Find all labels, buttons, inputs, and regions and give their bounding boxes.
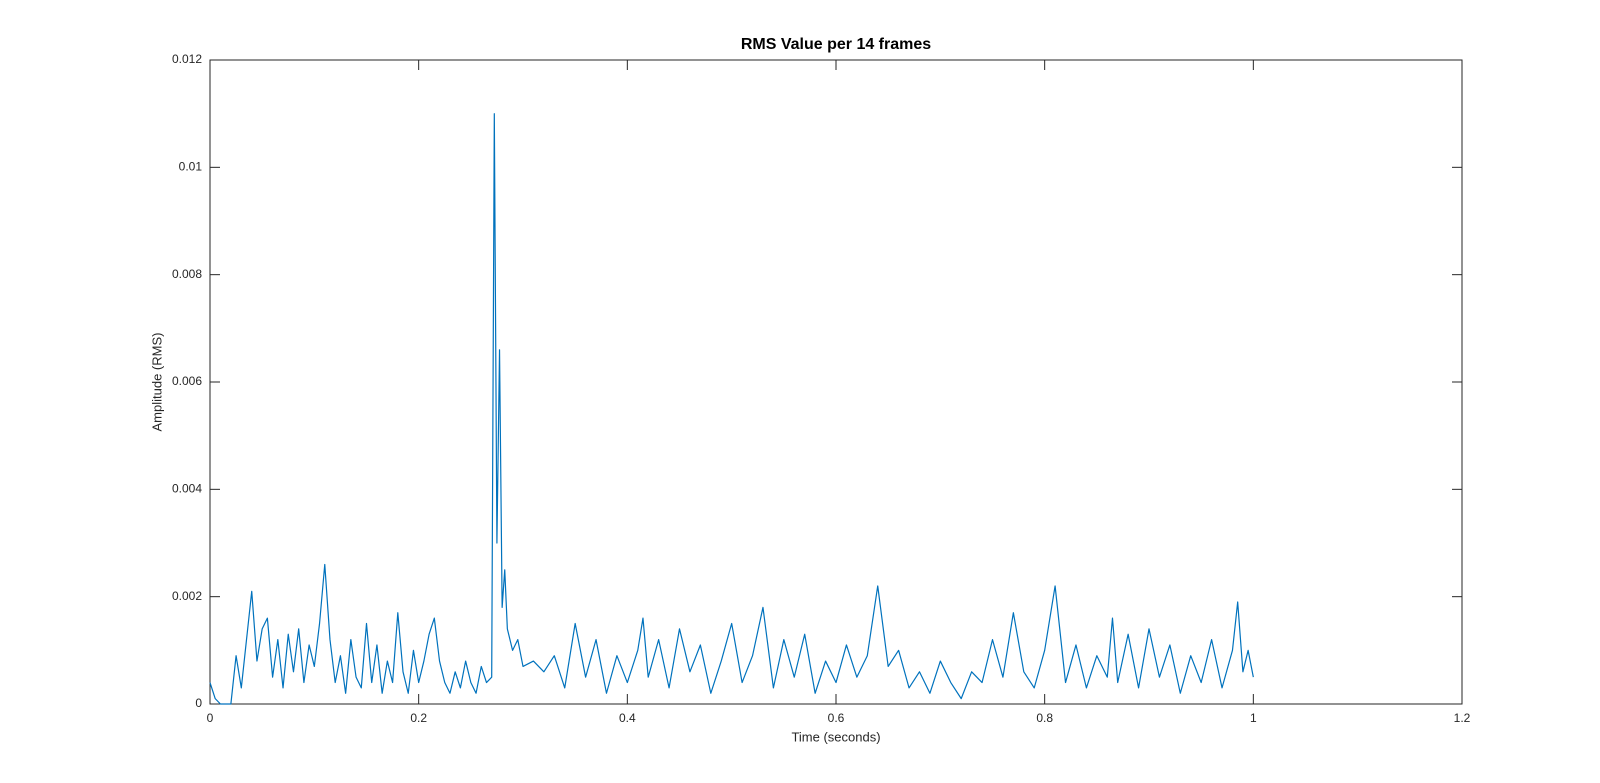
plot-box — [209, 59, 1463, 705]
x-tick-label: 1.2 — [1454, 711, 1471, 725]
chart-title: RMS Value per 14 frames — [741, 36, 931, 53]
data-line — [209, 113, 1254, 705]
y-tick-label: 0.012 — [172, 52, 202, 66]
x-tick-label: 0 — [207, 711, 214, 725]
y-tick-label: 0.006 — [172, 374, 202, 388]
x-tick-label: 0.4 — [619, 711, 636, 725]
x-tick-label: 1 — [1250, 711, 1257, 725]
x-tick-label: 0.2 — [410, 711, 427, 725]
x-tick-label: 0.8 — [1036, 711, 1053, 725]
x-axis-label: Time (seconds) — [791, 729, 880, 744]
y-tick-label: 0.002 — [172, 589, 202, 603]
x-tick-label: 0.6 — [828, 711, 845, 725]
y-tick-label: 0.008 — [172, 267, 202, 281]
y-tick-label: 0.01 — [179, 160, 203, 174]
y-axis-label: Amplitude (RMS) — [149, 333, 164, 432]
y-tick-label: 0.004 — [172, 482, 202, 496]
y-tick-label: 0 — [195, 696, 202, 710]
